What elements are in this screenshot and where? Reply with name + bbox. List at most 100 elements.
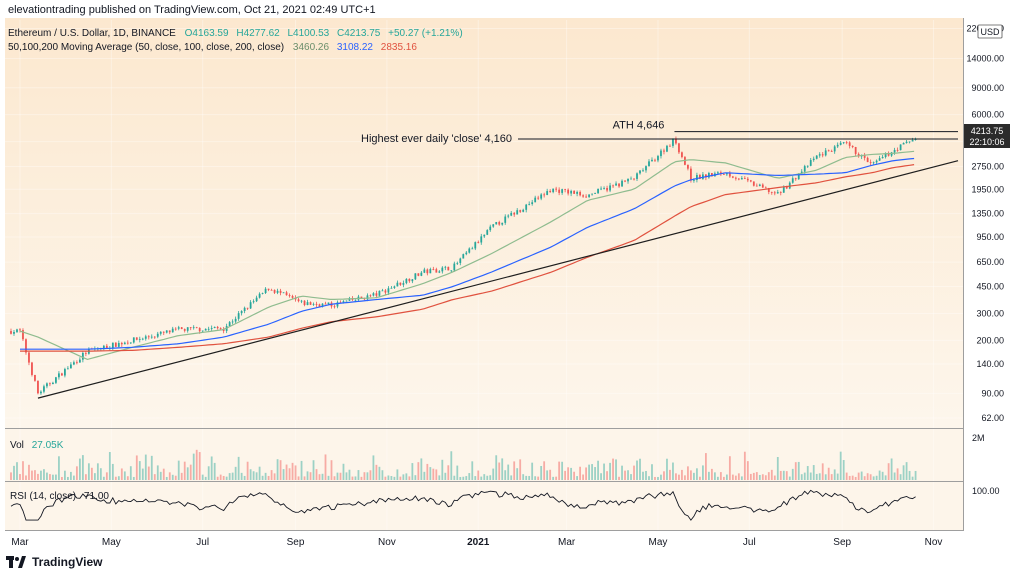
candle-body bbox=[878, 158, 881, 161]
volume-bar bbox=[22, 461, 24, 480]
legend-row-ma: 50,100,200 Moving Average (50, close, 10… bbox=[8, 42, 417, 53]
volume-bar bbox=[366, 472, 369, 480]
candle-body bbox=[630, 178, 632, 180]
candle-body bbox=[537, 197, 540, 199]
volume-bar bbox=[351, 476, 354, 480]
candle-body bbox=[291, 296, 294, 298]
volume-bar bbox=[525, 475, 528, 480]
tradingview-icon bbox=[6, 556, 26, 568]
candle-body bbox=[666, 145, 668, 152]
volume-bar bbox=[797, 461, 800, 480]
candle-body bbox=[471, 248, 474, 250]
price-axis[interactable]: 22000.0014000.009000.006000.004000.00275… bbox=[966, 23, 1004, 423]
volume-bar bbox=[132, 476, 135, 480]
candle-body bbox=[552, 188, 555, 193]
candle-body bbox=[198, 327, 201, 332]
volume-bar bbox=[300, 460, 303, 480]
volume-bar bbox=[165, 476, 168, 480]
volume-bar bbox=[405, 473, 408, 480]
candle-body bbox=[510, 212, 513, 216]
volume-bar bbox=[55, 474, 57, 480]
volume-bar bbox=[303, 476, 306, 480]
volume-bar bbox=[210, 456, 213, 480]
tradingview-logo[interactable]: TradingView bbox=[6, 555, 102, 569]
currency-badge[interactable] bbox=[977, 24, 1003, 39]
volume-panel[interactable] bbox=[5, 429, 963, 481]
volume-bar bbox=[474, 476, 477, 480]
volume-bar bbox=[417, 462, 420, 480]
volume-bar bbox=[183, 461, 186, 480]
candle-body bbox=[543, 194, 546, 196]
volume-bar bbox=[893, 472, 896, 480]
volume-bar bbox=[87, 463, 90, 480]
candle-body bbox=[231, 321, 234, 323]
candle-body bbox=[237, 313, 240, 319]
candle-body bbox=[534, 197, 537, 203]
volume-bar bbox=[228, 473, 231, 480]
candle-body bbox=[705, 174, 707, 178]
volume-bar bbox=[555, 476, 558, 480]
candle-body bbox=[857, 153, 860, 157]
volume-bar bbox=[333, 476, 336, 480]
volume-bar bbox=[67, 476, 69, 480]
volume-bar bbox=[267, 475, 270, 480]
candle-body bbox=[564, 189, 567, 190]
candle-body bbox=[615, 183, 617, 186]
volume-bar bbox=[396, 469, 399, 480]
volume-bar bbox=[498, 462, 501, 480]
volume-bar bbox=[468, 473, 471, 480]
candle-body bbox=[180, 327, 183, 330]
volume-bar bbox=[845, 472, 848, 480]
candle-body bbox=[746, 178, 749, 181]
volume-bar bbox=[31, 470, 33, 480]
volume-bar bbox=[522, 474, 525, 480]
candle-body bbox=[273, 289, 276, 293]
volume-bar bbox=[782, 470, 785, 480]
volume-bar bbox=[842, 460, 845, 480]
candle-body bbox=[501, 222, 504, 225]
ma-label: 50,100,200 Moving Average (50, close, 10… bbox=[8, 42, 284, 53]
volume-bar bbox=[360, 476, 363, 480]
candle-body bbox=[120, 343, 123, 345]
candle-body bbox=[752, 181, 755, 186]
volume-bar bbox=[755, 472, 758, 480]
candle-body bbox=[81, 352, 84, 360]
candle-body bbox=[770, 192, 773, 193]
ma100-value: 3108.22 bbox=[337, 42, 374, 53]
volume-bar bbox=[321, 473, 324, 480]
volume-bar bbox=[105, 472, 108, 480]
candle-body bbox=[159, 331, 162, 334]
volume-bar bbox=[902, 465, 905, 480]
ohlc-low: L4100.53 bbox=[288, 28, 330, 39]
candle-body bbox=[498, 222, 501, 225]
volume-bar bbox=[363, 472, 366, 480]
volume-bar bbox=[282, 469, 285, 480]
rsi-panel[interactable] bbox=[5, 482, 963, 530]
volume-bar bbox=[495, 455, 498, 480]
volume-bar bbox=[222, 475, 225, 480]
candle-body bbox=[201, 330, 204, 332]
candle-body bbox=[764, 187, 767, 189]
volume-bar bbox=[37, 473, 39, 480]
volume-bar bbox=[800, 474, 803, 480]
candle-body bbox=[19, 329, 21, 331]
candle-body bbox=[411, 279, 414, 282]
candle-body bbox=[848, 142, 851, 146]
candle-body bbox=[375, 293, 378, 296]
candle-body bbox=[270, 289, 273, 291]
volume-bar bbox=[28, 464, 30, 480]
time-axis[interactable]: Mar May Jul Sep Nov 2021 Mar May Jul Sep Nov bbox=[11, 537, 942, 548]
candle-body bbox=[743, 178, 746, 179]
candle-body bbox=[696, 175, 698, 180]
price-panel[interactable] bbox=[5, 18, 963, 428]
volume-bar bbox=[713, 472, 716, 480]
volume-bar bbox=[70, 471, 72, 480]
volume-bar bbox=[246, 461, 249, 480]
candle-body bbox=[135, 337, 138, 340]
candle-body bbox=[306, 302, 309, 306]
candle-body bbox=[582, 195, 584, 197]
volume-bar bbox=[830, 474, 833, 480]
volume-bar bbox=[740, 476, 743, 480]
candle-body bbox=[285, 292, 288, 296]
